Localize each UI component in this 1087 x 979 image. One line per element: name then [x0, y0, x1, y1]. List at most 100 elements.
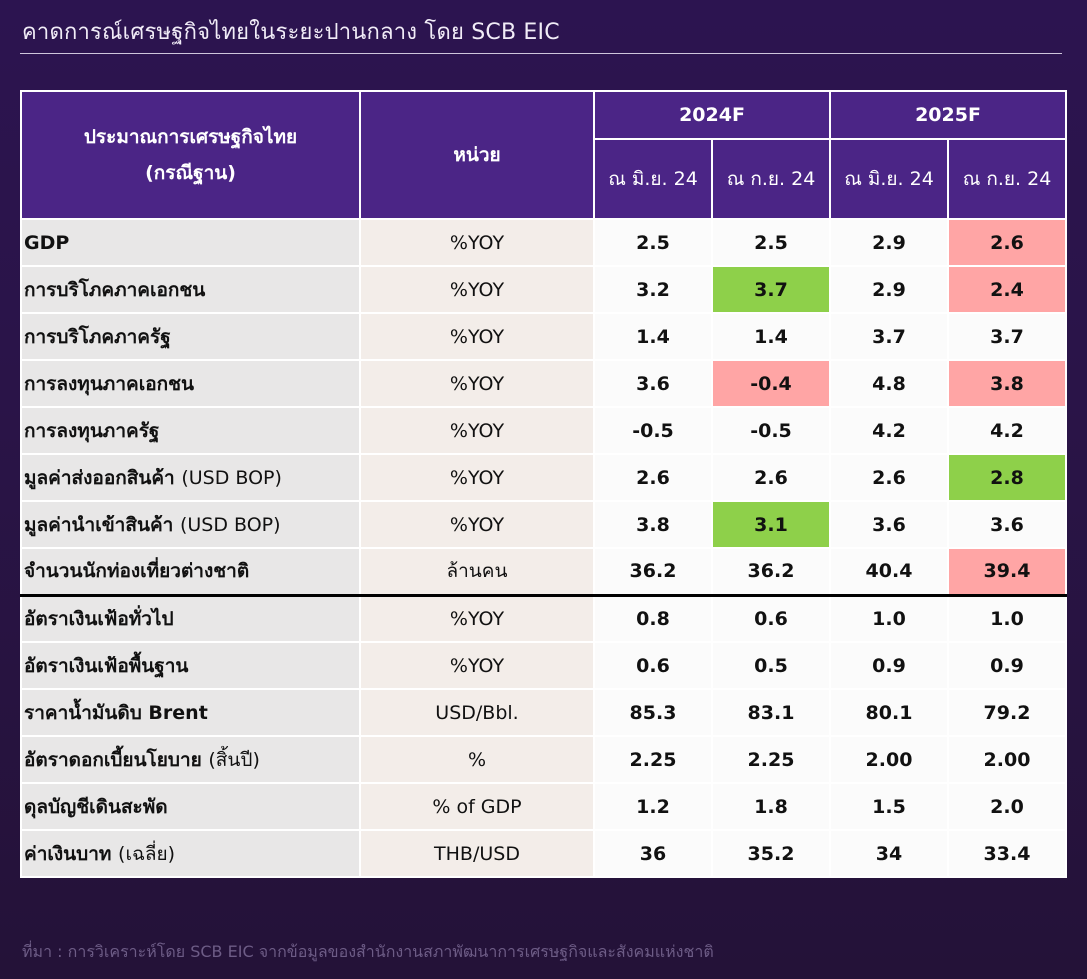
value-cell: 4.8: [829, 359, 949, 408]
value-cell: 3.6: [829, 500, 949, 549]
row-label: การบริโภคภาคเอกชน: [20, 265, 361, 314]
row-label-note: (เฉลี่ย): [118, 842, 176, 865]
table-row: การบริโภคภาคเอกชน %YOY 3.2 3.7 2.9 2.4: [20, 265, 1067, 314]
row-unit: ล้านคน: [359, 547, 595, 596]
value-cell: 1.4: [711, 312, 831, 361]
table-row: ดุลบัญชีเดินสะพัด % of GDP 1.2 1.8 1.5 2.0: [20, 782, 1067, 831]
value-cell: 0.8: [593, 593, 713, 643]
table-row: การลงทุนภาครัฐ %YOY -0.5 -0.5 4.2 4.2: [20, 406, 1067, 455]
value-cell: 1.5: [829, 782, 949, 831]
table-row: ค่าเงินบาท (เฉลี่ย) THB/USD 36 35.2 34 33.4: [20, 829, 1067, 878]
row-label-text: อัตราดอกเบี้ยนโยบาย: [24, 748, 202, 771]
value-cell: 36: [593, 829, 713, 878]
table-row: อัตราเงินเฟ้อพื้นฐาน %YOY 0.6 0.5 0.9 0.9: [20, 641, 1067, 690]
year-header-2024f: 2024F: [593, 90, 831, 140]
row-label: การลงทุนภาคเอกชน: [20, 359, 361, 408]
value-cell: 1.4: [593, 312, 713, 361]
row-unit: %YOY: [359, 359, 595, 408]
table-body: GDP %YOY 2.5 2.5 2.9 2.6 การบริโภคภาคเอกชน %YOY…: [20, 218, 1067, 878]
source-note: ที่มา : การวิเคราะห์โดย SCB EIC จากข้อมู…: [22, 942, 714, 961]
value-cell: 3.8: [593, 500, 713, 549]
value-cell: 2.6: [829, 453, 949, 502]
value-cell: 1.8: [711, 782, 831, 831]
value-cell: 35.2: [711, 829, 831, 878]
value-cell: 2.00: [829, 735, 949, 784]
subheader-2024-sep: ณ ก.ย. 24: [711, 138, 831, 220]
row-label-text: GDP: [24, 231, 70, 254]
row-unit: %YOY: [359, 500, 595, 549]
page-title: คาดการณ์เศรษฐกิจไทยในระยะปานกลาง โดย SCB…: [22, 20, 560, 45]
value-cell: 33.4: [947, 829, 1067, 878]
value-cell: 2.5: [593, 218, 713, 267]
unit-header: หน่วย: [359, 90, 595, 220]
row-label: มูลค่านำเข้าสินค้า (USD BOP): [20, 500, 361, 549]
row-label: อัตราเงินเฟ้อพื้นฐาน: [20, 641, 361, 690]
value-cell: 36.2: [593, 547, 713, 596]
value-cell: 0.9: [947, 641, 1067, 690]
row-label-note: (USD BOP): [181, 466, 282, 489]
value-cell: -0.5: [593, 406, 713, 455]
table-row: มูลค่านำเข้าสินค้า (USD BOP) %YOY 3.8 3.1 3.…: [20, 500, 1067, 549]
value-cell: 0.6: [711, 593, 831, 643]
row-label: อัตราดอกเบี้ยนโยบาย (สิ้นปี): [20, 735, 361, 784]
row-unit: %YOY: [359, 312, 595, 361]
row-label-note: (สิ้นปี): [208, 748, 260, 771]
value-cell: 2.0: [947, 782, 1067, 831]
row-label-text: ราคาน้ำมันดิบ Brent: [24, 701, 208, 724]
value-cell: 2.9: [829, 265, 949, 314]
table-row: มูลค่าส่งออกสินค้า (USD BOP) %YOY 2.6 2.6 2.…: [20, 453, 1067, 502]
row-label: การลงทุนภาครัฐ: [20, 406, 361, 455]
row-label-text: ดุลบัญชีเดินสะพัด: [24, 795, 168, 818]
value-cell: 3.6: [947, 500, 1067, 549]
row-label-text: มูลค่าส่งออกสินค้า: [24, 466, 175, 489]
header-row-subperiods: ณ มิ.ย. 24 ณ ก.ย. 24 ณ มิ.ย. 24 ณ ก.ย. 2…: [21, 138, 1067, 220]
header-row-years: ประมาณการเศรษฐกิจไทย (กรณีฐาน) หน่วย 202…: [20, 90, 1067, 220]
value-cell: 79.2: [947, 688, 1067, 737]
row-unit: %: [359, 735, 595, 784]
value-cell: 80.1: [829, 688, 949, 737]
value-cell: 4.2: [829, 406, 949, 455]
value-cell: 1.0: [829, 593, 949, 643]
row-label-text: จำนวนนักท่องเที่ยวต่างชาติ: [24, 560, 250, 583]
value-cell: 36.2: [711, 547, 831, 596]
row-unit: % of GDP: [359, 782, 595, 831]
value-cell: 1.0: [947, 593, 1067, 643]
value-cell: 0.9: [829, 641, 949, 690]
row-label: ค่าเงินบาท (เฉลี่ย): [20, 829, 361, 878]
value-cell: -0.5: [711, 406, 831, 455]
value-cell: 40.4: [829, 547, 949, 596]
row-unit: USD/Bbl.: [359, 688, 595, 737]
row-label-text: อัตราเงินเฟ้อพื้นฐาน: [24, 654, 189, 677]
value-cell: 2.4: [947, 265, 1067, 314]
value-cell: 2.5: [711, 218, 831, 267]
forecast-table-container: ประมาณการเศรษฐกิจไทย (กรณีฐาน) หน่วย 202…: [20, 90, 1067, 878]
table-row: อัตราดอกเบี้ยนโยบาย (สิ้นปี)% 2.25 2.25 2.0…: [20, 735, 1067, 784]
value-cell: 0.6: [593, 641, 713, 690]
row-unit: %YOY: [359, 593, 595, 643]
table-row: การบริโภคภาครัฐ %YOY 1.4 1.4 3.7 3.7: [20, 312, 1067, 361]
row-unit: %YOY: [359, 265, 595, 314]
row-label: มูลค่าส่งออกสินค้า (USD BOP): [20, 453, 361, 502]
value-cell: 39.4: [947, 547, 1067, 596]
table-row: ราคาน้ำมันดิบ Brent USD/Bbl. 85.3 83.1 80.1 7…: [20, 688, 1067, 737]
row-label-text: อัตราเงินเฟ้อทั่วไป: [24, 607, 174, 630]
row-label: GDP: [20, 218, 361, 267]
title-divider: [20, 53, 1062, 54]
subheader-2024-jun: ณ มิ.ย. 24: [593, 138, 713, 220]
table-row: การลงทุนภาคเอกชน %YOY 3.6 -0.4 4.8 3.8: [20, 359, 1067, 408]
subheader-2025-jun: ณ มิ.ย. 24: [829, 138, 949, 220]
row-unit: THB/USD: [359, 829, 595, 878]
value-cell: 34: [829, 829, 949, 878]
row-label-text: มูลค่านำเข้าสินค้า: [24, 513, 174, 536]
indicator-header: ประมาณการเศรษฐกิจไทย (กรณีฐาน): [20, 90, 361, 220]
indicator-header-line2: (กรณีฐาน): [145, 162, 236, 184]
value-cell: 2.6: [947, 218, 1067, 267]
table-row: GDP %YOY 2.5 2.5 2.9 2.6: [20, 218, 1067, 267]
value-cell: 83.1: [711, 688, 831, 737]
value-cell: 3.8: [947, 359, 1067, 408]
value-cell: 2.6: [711, 453, 831, 502]
value-cell: -0.4: [711, 359, 831, 408]
row-unit: %YOY: [359, 453, 595, 502]
value-cell: 3.7: [829, 312, 949, 361]
row-label: จำนวนนักท่องเที่ยวต่างชาติ: [20, 547, 361, 596]
